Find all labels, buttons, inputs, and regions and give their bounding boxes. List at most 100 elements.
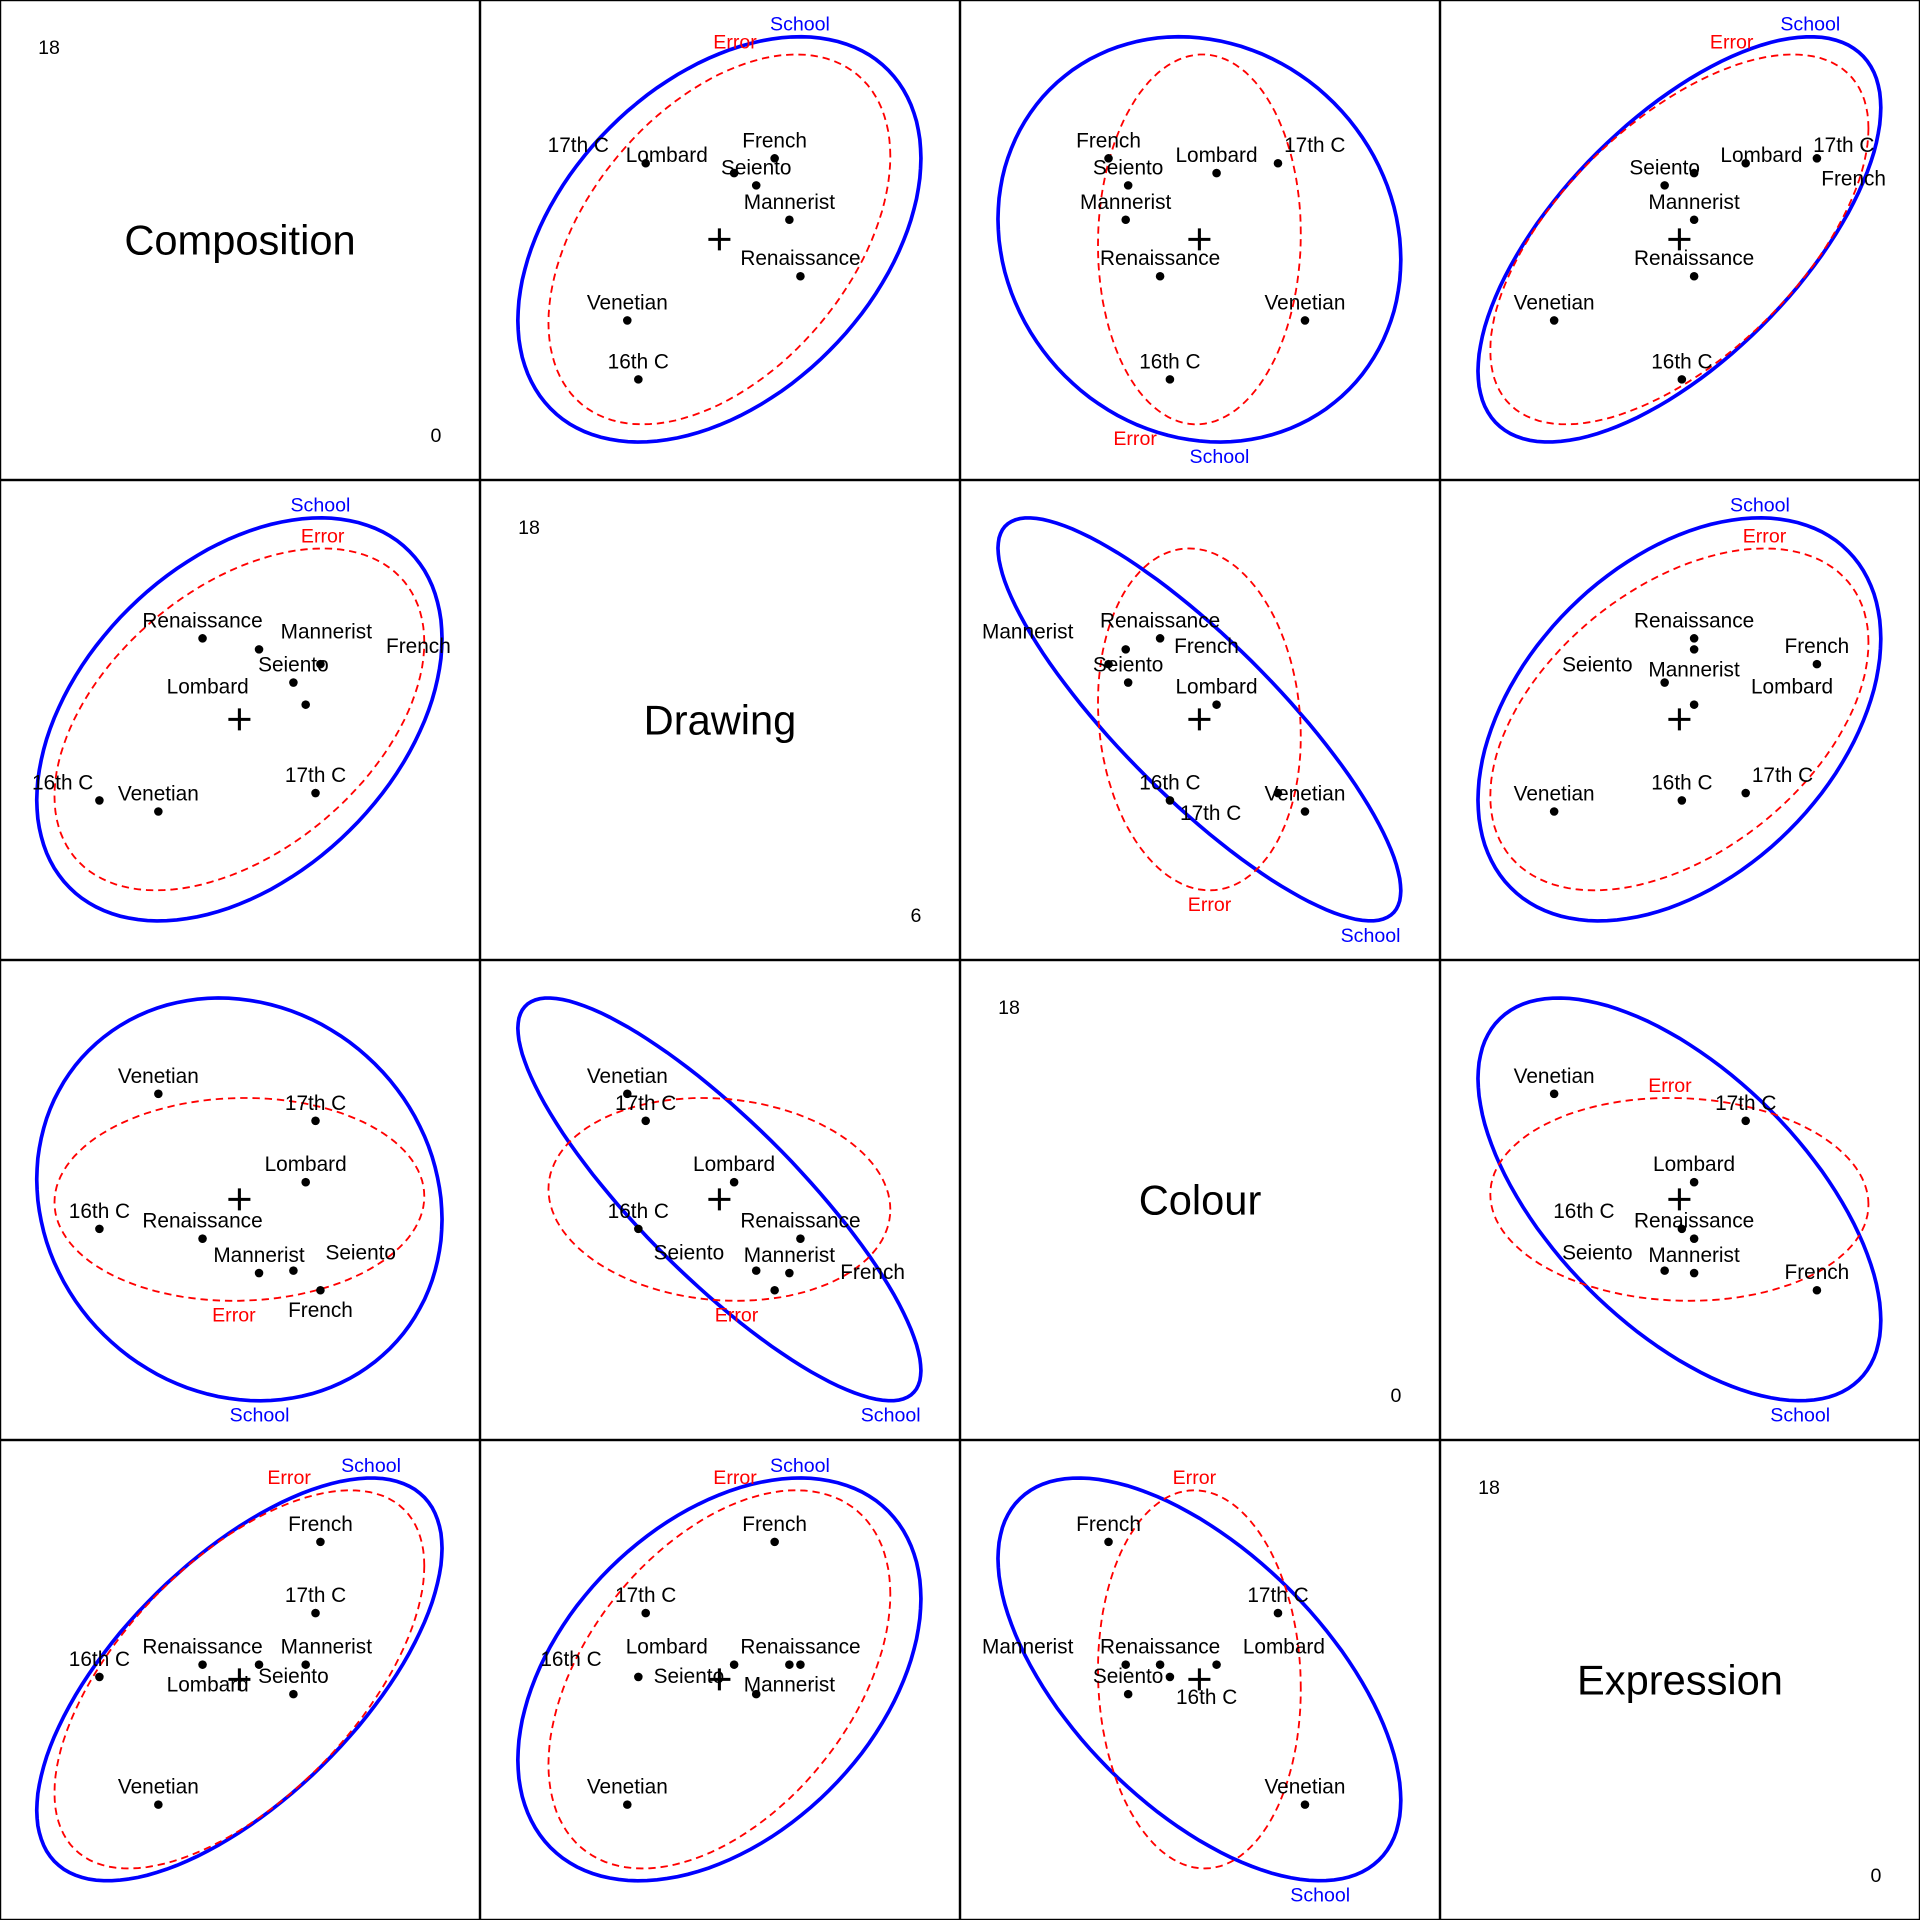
group-label: Lombard xyxy=(693,1153,775,1176)
ellipse-label-school: School xyxy=(1341,925,1401,947)
group-mean-point xyxy=(301,700,310,709)
group-mean-point xyxy=(1812,1285,1822,1295)
ellipse-error xyxy=(547,1489,892,1870)
ellipse-error xyxy=(547,53,892,426)
group-label: 16th C xyxy=(608,350,669,373)
group-mean-point xyxy=(729,1660,739,1669)
group-label: Renaissance xyxy=(1634,1210,1754,1233)
group-label: 17th C xyxy=(285,1092,346,1115)
group-mean-point xyxy=(729,1177,739,1187)
ellipse-label-school: School xyxy=(770,1455,830,1477)
panel-frame xyxy=(0,1440,480,1920)
panel-frame xyxy=(480,0,960,480)
group-label: Lombard xyxy=(167,1674,249,1697)
group-label: 16th C xyxy=(1176,1686,1237,1709)
ellipse-school xyxy=(1476,996,1883,1403)
group-mean-point xyxy=(1689,700,1699,709)
group-mean-point xyxy=(198,1660,207,1669)
range-max-label: 18 xyxy=(518,517,540,539)
ellipse-error xyxy=(1097,547,1302,892)
group-label: 16th C xyxy=(69,1648,130,1671)
group-mean-point xyxy=(785,215,794,225)
group-mean-point xyxy=(154,1800,163,1809)
group-label: Venetian xyxy=(1514,291,1595,314)
grand-mean-marker xyxy=(1188,228,1211,251)
group-label: Mannerist xyxy=(1648,191,1740,214)
range-max-label: 18 xyxy=(1478,1477,1500,1499)
group-label: Renaissance xyxy=(740,1210,860,1233)
group-label: Renaissance xyxy=(740,247,860,270)
group-label: 17th C xyxy=(1813,134,1874,157)
group-mean-point xyxy=(1689,1234,1699,1243)
group-mean-point xyxy=(1300,1800,1310,1809)
group-label: Seiento xyxy=(258,1665,329,1688)
group-mean-point xyxy=(1155,1660,1165,1669)
grand-mean-marker xyxy=(1668,228,1691,251)
ellipse-label-error: Error xyxy=(1188,894,1232,916)
group-mean-point xyxy=(311,1116,320,1126)
ellipse-label-error: Error xyxy=(713,1467,757,1489)
ellipse-label-school: School xyxy=(861,1405,921,1427)
panel-frame xyxy=(960,1440,1440,1920)
group-mean-point xyxy=(254,1660,264,1669)
group-mean-point xyxy=(751,1689,761,1699)
group-label: French xyxy=(386,635,451,658)
ellipse-school xyxy=(996,516,1403,923)
group-label: Venetian xyxy=(1514,1065,1595,1088)
group-mean-point xyxy=(1104,154,1113,163)
ellipse-label-error: Error xyxy=(1113,428,1157,450)
grand-mean-marker xyxy=(1668,708,1691,731)
group-label: Mannerist xyxy=(744,1674,836,1697)
group-label: Mannerist xyxy=(213,1244,305,1267)
group-mean-point xyxy=(198,1234,207,1243)
ellipse-label-school: School xyxy=(770,14,830,36)
ellipse-label-school: School xyxy=(230,1405,290,1427)
group-mean-point xyxy=(95,796,104,805)
group-label: 16th C xyxy=(1651,350,1712,373)
group-mean-point xyxy=(1689,215,1699,225)
group-mean-point xyxy=(289,1266,298,1275)
group-mean-point xyxy=(1212,168,1221,178)
group-mean-point xyxy=(1121,1660,1130,1669)
panel-frame xyxy=(480,1440,960,1920)
group-mean-point xyxy=(770,1285,779,1295)
group-mean-point xyxy=(254,645,264,654)
group-mean-point xyxy=(1689,271,1699,281)
group-mean-point xyxy=(1123,1689,1133,1699)
ellipse-school xyxy=(34,1476,444,1883)
group-label: Lombard xyxy=(1720,144,1802,167)
group-mean-point xyxy=(796,271,805,281)
group-label: 16th C xyxy=(1553,1200,1614,1223)
group-label: Mannerist xyxy=(281,1636,373,1659)
group-mean-point xyxy=(311,788,320,798)
ellipse-school xyxy=(515,996,923,1403)
group-mean-point xyxy=(1212,1660,1221,1669)
group-label: Mannerist xyxy=(744,1244,836,1267)
ellipse-label-school: School xyxy=(1290,1885,1350,1907)
panel-frame xyxy=(1440,480,1920,960)
group-mean-point xyxy=(1155,634,1165,643)
ellipse-label-error: Error xyxy=(1743,525,1787,547)
group-mean-point xyxy=(641,1608,650,1618)
ellipse-label-error: Error xyxy=(1648,1075,1692,1097)
group-mean-point xyxy=(1741,158,1750,168)
group-mean-point xyxy=(1155,271,1165,281)
ellipse-school xyxy=(1476,515,1883,923)
group-label: Mannerist xyxy=(281,620,373,643)
group-label: French xyxy=(1174,635,1239,658)
group-mean-point xyxy=(1165,375,1175,384)
group-mean-point xyxy=(1660,181,1669,190)
panel-frame xyxy=(0,480,480,960)
range-max-label: 18 xyxy=(38,37,60,59)
group-label: Mannerist xyxy=(1648,658,1740,681)
group-label: 17th C xyxy=(1247,1584,1308,1607)
group-mean-point xyxy=(1741,1116,1750,1126)
group-label: 17th C xyxy=(1752,764,1813,787)
group-label: Seiento xyxy=(1093,1665,1164,1688)
group-label: 17th C xyxy=(1180,802,1241,825)
variable-name-composition: Composition xyxy=(124,217,355,264)
ellipse-school xyxy=(996,1476,1403,1883)
group-mean-point xyxy=(796,1234,805,1243)
group-mean-point xyxy=(154,807,163,816)
